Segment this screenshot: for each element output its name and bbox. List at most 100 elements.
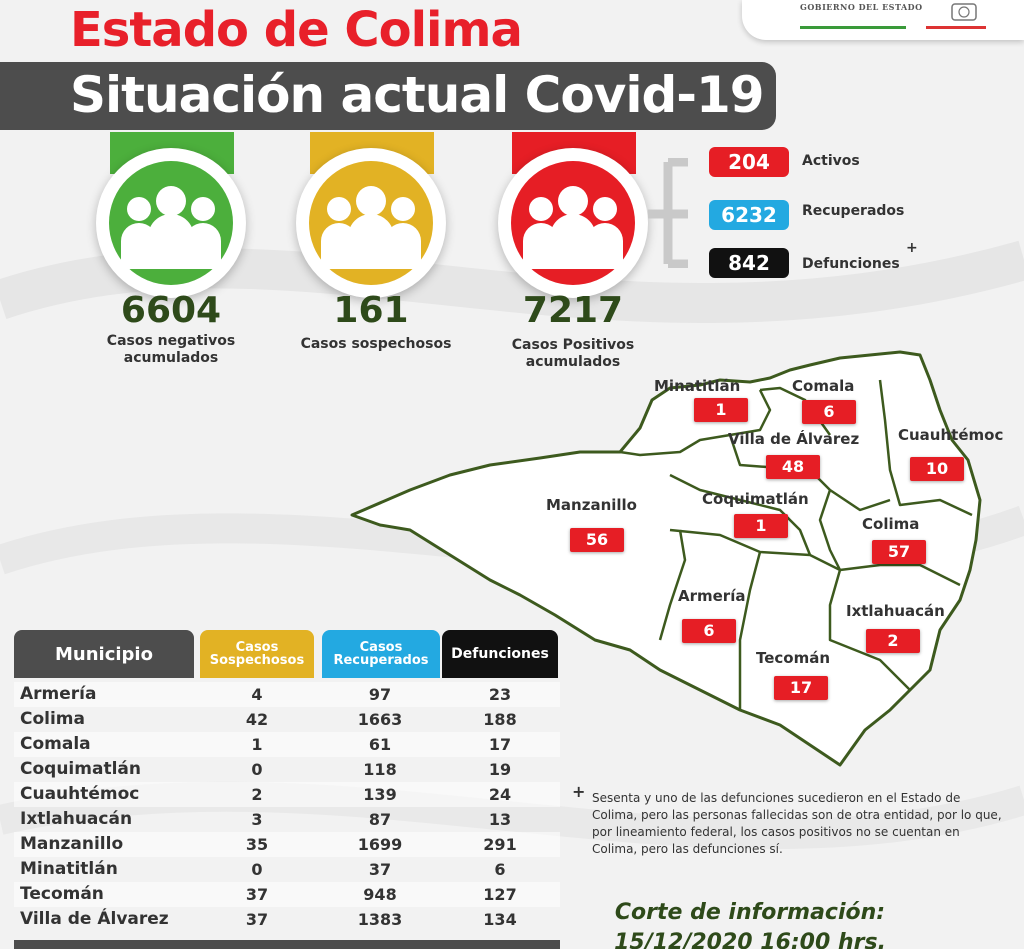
subtitle-bar [0,62,776,130]
cell-defunciones: 23 [488,685,512,704]
activos-label: Activos [802,153,860,169]
recuperados-value: 6232 [709,200,789,230]
footnote-text: Sesenta y uno de las defunciones sucedie… [592,791,1002,856]
map-label-villa-de-alvarez: Villa de Álvarez [728,430,860,448]
map-value-minatitlan: 1 [694,398,748,422]
border-armeria [658,529,687,641]
map-label-comala: Comala [792,377,855,395]
recuperados-label: Recuperados [802,203,905,219]
map-value-colima: 57 [872,540,926,564]
footnote-plus-mark: + [572,782,586,801]
map-value-armeria: 6 [682,619,736,643]
map-label-colima: Colima [862,515,920,533]
cell-defunciones: 24 [488,785,512,804]
cell-sospechosos: 37 [245,910,269,929]
cell-defunciones: 291 [483,835,517,854]
cell-recuperados: 948 [363,885,397,904]
cell-sospechosos: 4 [251,685,263,704]
border-tecoman [738,551,762,710]
cell-sospechosos: 2 [251,785,263,804]
border-cuauhtemoc [878,379,973,517]
map-value-ixtlahuacan: 2 [866,629,920,653]
cell-sospechosos: 37 [245,885,269,904]
cell-sospechosos: 0 [251,760,263,779]
cell-municipio: Cuauhtémoc [20,784,140,804]
cell-defunciones: 19 [488,760,512,779]
cell-defunciones: 134 [483,910,517,929]
green-stripe [800,26,906,29]
cell-municipio: Colima [20,709,85,729]
border-manz-arm [669,528,841,572]
map-value-cuauhtemoc: 10 [910,457,964,481]
cell-municipio: Comala [20,734,91,754]
cell-recuperados: 118 [363,760,397,779]
cell-municipio: Tecomán [20,884,104,904]
cell-recuperados: 1699 [357,835,403,854]
cell-municipio: Minatitlán [20,859,118,879]
border-coquimatlan [669,473,812,556]
col-header-recuperados: Casos Recuperados [322,630,440,678]
defunciones-plus-mark: + [906,240,918,256]
negativos-label: Casos negativos acumulados [106,333,236,366]
cell-municipio: Villa de Álvarez [20,909,169,929]
map-value-tecoman: 17 [774,676,828,700]
cell-sospechosos: 0 [251,860,263,879]
map-label-manzanillo: Manzanillo [546,496,637,514]
red-stripe [926,26,986,29]
state-seal-icon [951,3,977,21]
table-row: Comala 1 61 17 [14,732,560,757]
border-minatitlan [619,389,772,457]
map-label-cuauhtemoc: Cuauhtémoc [898,426,1004,444]
table-row: Coquimatlán 0 118 19 [14,757,560,782]
map-value-manzanillo: 56 [570,528,624,552]
people-group-icon [121,186,221,269]
cell-sospechosos: 3 [251,810,263,829]
cell-recuperados: 87 [368,810,392,829]
cell-recuperados: 139 [363,785,397,804]
col-header-sospechosos: Casos Sospechosos [200,630,314,678]
table-bottom-bar [14,940,560,949]
table-row: Tecomán 37 948 127 [14,882,560,907]
col-header-defunciones: Defunciones [442,630,558,678]
table-row: Manzanillo 35 1699 291 [14,832,560,857]
sospechosos-label: Casos sospechosos [300,336,452,352]
breakdown-bracket [648,158,688,268]
cell-recuperados: 61 [368,735,392,754]
stat-disc [511,161,635,285]
cell-recuperados: 1663 [357,710,403,729]
map-label-minatitlan: Minatitlán [654,377,741,395]
negativos-value: 6604 [120,290,222,331]
defunciones-label: Defunciones [802,256,900,272]
corte-label: Corte de información: [614,900,886,925]
table-row: Minatitlán 0 37 6 [14,857,560,882]
corte-informacion: Corte de información: 15/12/2020 16:00 h… [600,898,900,949]
cell-municipio: Manzanillo [20,834,124,854]
map-value-comala: 6 [802,400,856,424]
border-ixtlahuacan [828,569,911,691]
cell-defunciones: 127 [483,885,517,904]
cell-recuperados: 37 [368,860,392,879]
cell-defunciones: 13 [488,810,512,829]
cell-municipio: Armería [20,684,97,704]
map-label-ixtlahuacan: Ixtlahuacán [846,602,945,620]
sospechosos-value: 161 [333,290,409,331]
table-row: Cuauhtémoc 2 139 24 [14,782,560,807]
gobierno-logo-header: GOBIERNO DEL ESTADO [742,0,1024,40]
cell-defunciones: 17 [488,735,512,754]
map-label-tecoman: Tecomán [756,649,831,667]
cell-sospechosos: 1 [251,735,263,754]
map-value-coquimatlan: 1 [734,514,788,538]
cell-defunciones: 188 [483,710,517,729]
positivos-label: Casos Positivos acumulados [511,337,635,370]
people-group-icon [321,186,421,269]
cell-municipio: Ixtlahuacán [20,809,133,829]
map-label-armeria: Armería [678,587,746,605]
page-title: Estado de Colima [70,2,523,58]
people-group-icon [523,186,623,269]
table-row: Colima 42 1663 188 [14,707,560,732]
stat-disc [109,161,233,285]
cell-recuperados: 97 [368,685,392,704]
page-subtitle: Situación actual Covid-19 [70,66,765,124]
cell-defunciones: 6 [494,860,506,879]
defunciones-value: 842 [709,248,789,278]
